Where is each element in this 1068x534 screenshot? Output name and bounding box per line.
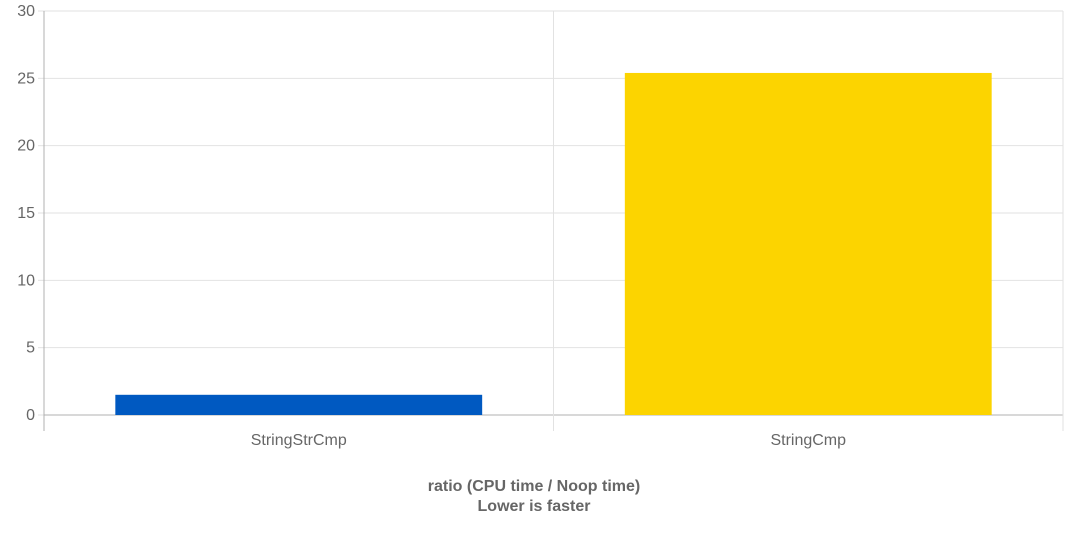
y-tick-label: 0 — [26, 407, 35, 424]
x-tick-label: StringStrCmp — [251, 432, 347, 449]
x-axis-subtitle: Lower is faster — [477, 498, 591, 515]
x-tick-label: StringCmp — [770, 432, 846, 449]
y-tick-label: 10 — [17, 272, 35, 289]
bar-stringstrcmp — [115, 394, 483, 415]
x-axis-title: ratio (CPU time / Noop time) — [427, 478, 641, 495]
y-tick-label: 15 — [17, 205, 35, 222]
y-tick-label: 25 — [17, 70, 35, 87]
y-tick-label: 30 — [17, 3, 35, 20]
y-tick-label: 20 — [17, 138, 35, 155]
bar-chart: 0 5 10 15 20 25 30 StringStrCmp StringCmp — [17, 3, 1064, 449]
y-tick-label: 5 — [26, 340, 35, 357]
bar-stringcmp — [624, 72, 992, 416]
